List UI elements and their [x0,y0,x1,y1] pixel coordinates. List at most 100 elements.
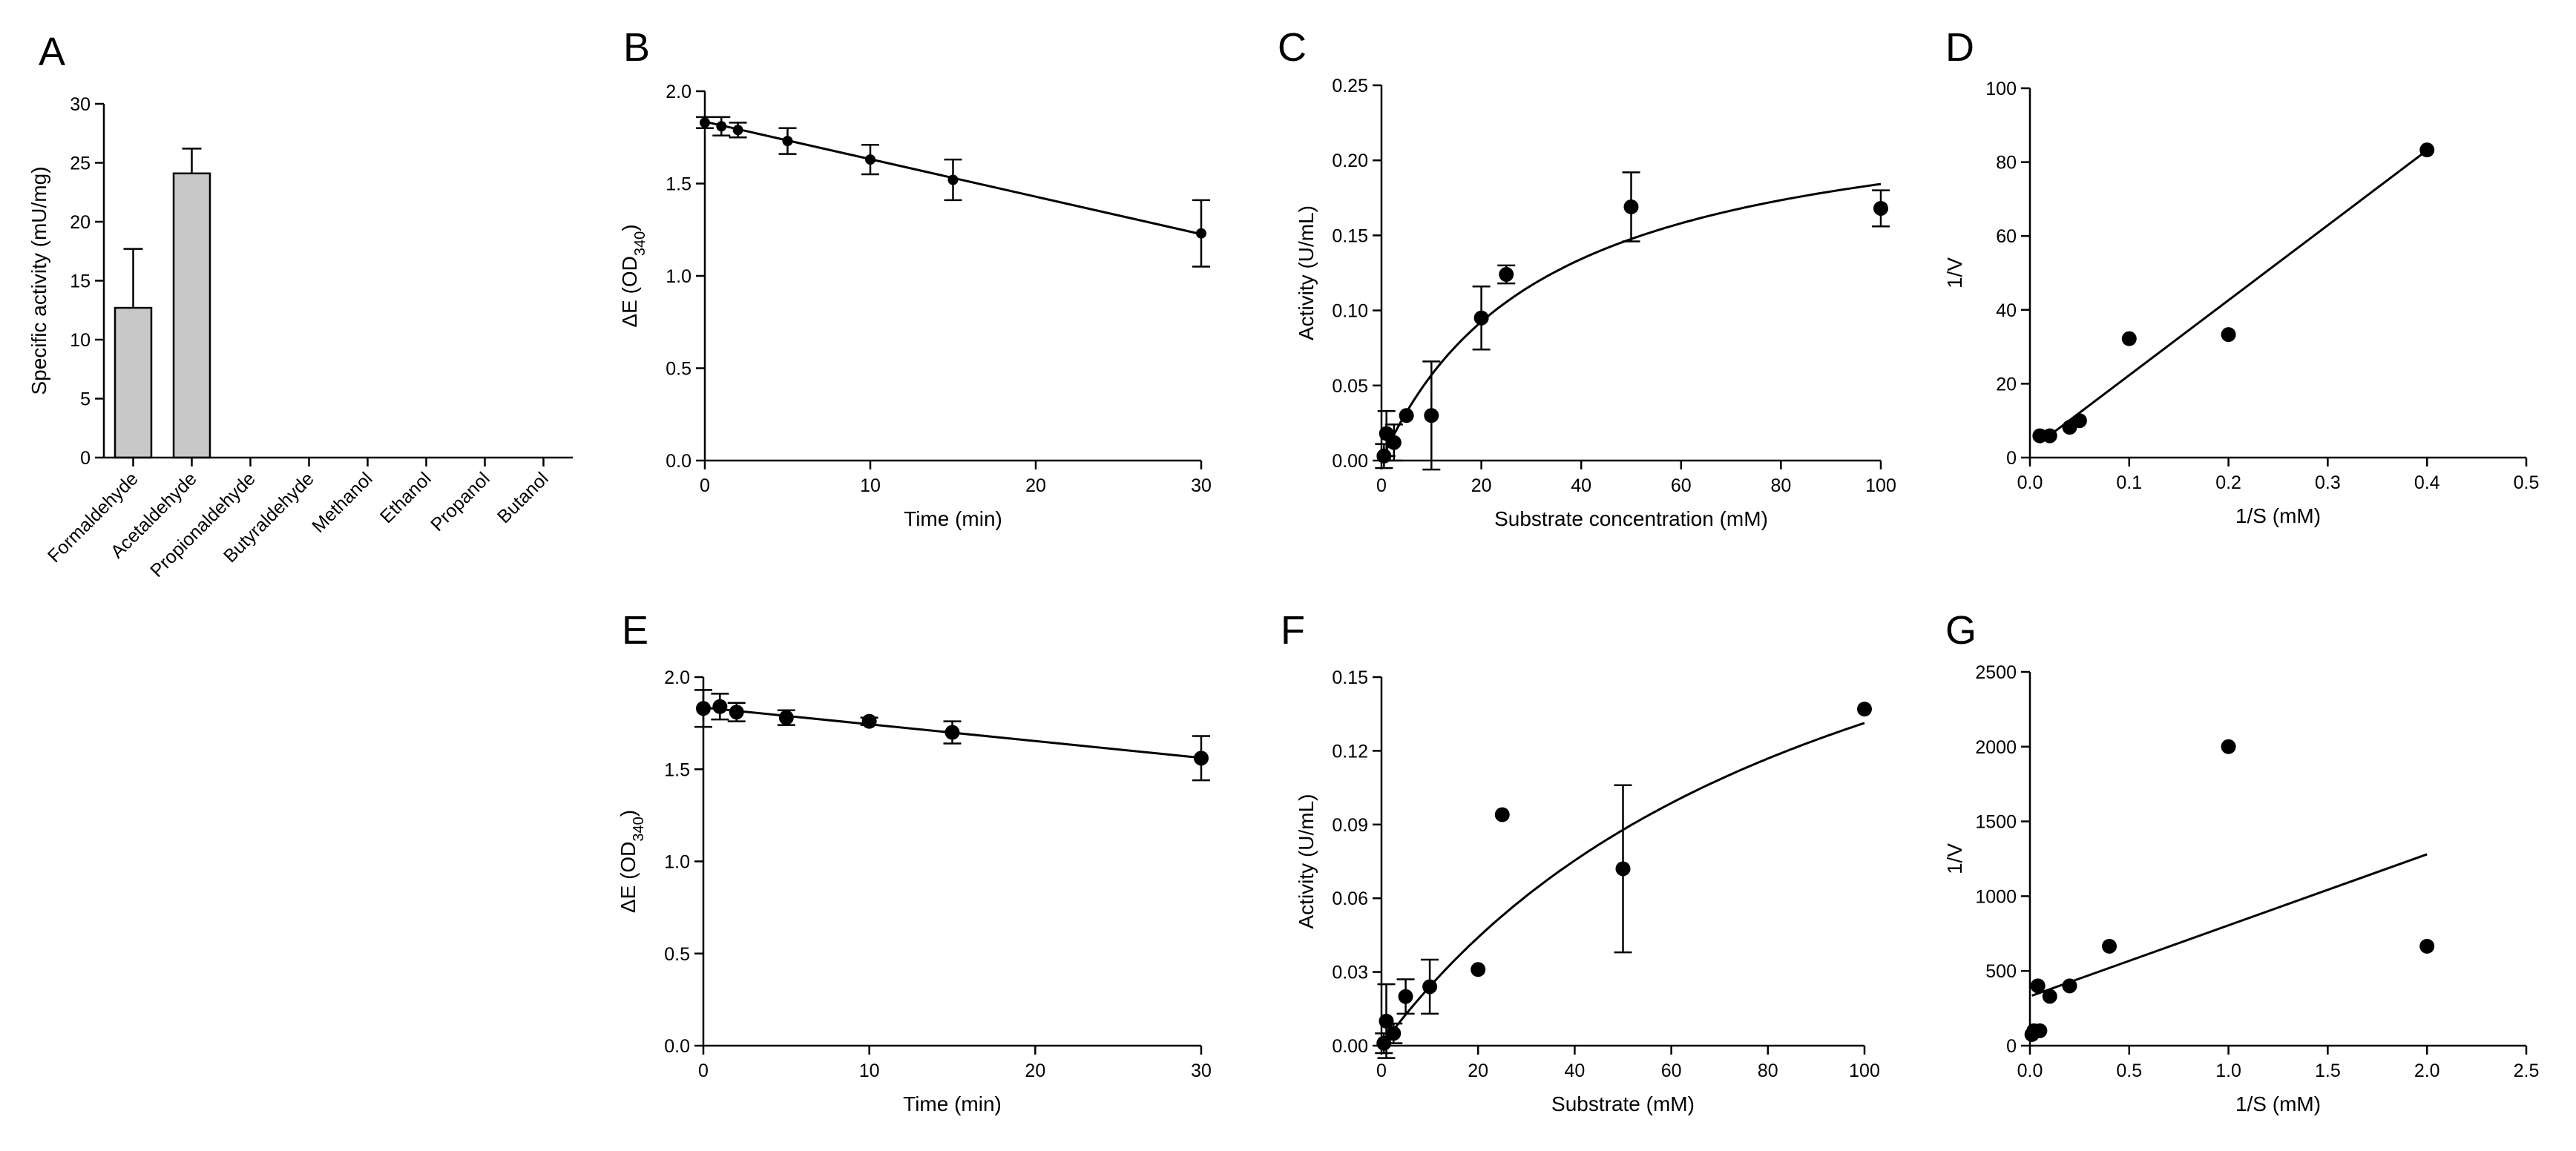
x-tick-label: 100 [1865,475,1896,496]
y-axis-label: Activity (U/mL) [1295,205,1318,340]
data-point [2071,413,2087,429]
x-axis-label: Time (min) [904,507,1002,530]
x-tick-label: 20 [1468,1061,1488,1081]
x-axis-label: Time (min) [903,1092,1002,1115]
x-tick-label: 80 [1770,475,1791,496]
fit-curve [2039,149,2428,444]
x-tick-label: 40 [1564,1061,1585,1081]
y-axis-label-end: ) [618,224,641,231]
data-point [1398,989,1413,1004]
y-tick-label: 0.00 [1332,451,1368,472]
y-tick-label: 10 [70,330,91,351]
data-point [782,136,793,147]
x-tick-label: 0.2 [2215,472,2241,493]
y-axis-label: 1/V [1943,843,1966,874]
data-point [1494,807,1510,822]
y-tick-label: 0 [2006,448,2017,469]
panel-g: G 0 500 1000 1500 2000 2500 0.0 0.5 1.0 1.5 2.0 2.5 1… [1943,608,2539,1115]
y-axis-label: Activity (U/mL) [1295,794,1318,929]
x-tick-label: 30 [1191,1061,1212,1081]
y-tick-label: 0.12 [1332,741,1368,762]
y-axis-label: ΔE (OD340) [618,224,648,327]
x-tick-label: 0 [1376,475,1387,496]
y-tick-label: 0.10 [1332,301,1368,322]
x-tick-label: 10 [859,1061,880,1081]
x-tick-label: 0.5 [2116,1061,2142,1081]
data-point [1196,228,1206,239]
data-point [712,699,728,714]
x-tick-label: 20 [1471,475,1492,496]
y-tick-label: 2.0 [666,82,691,102]
data-point [1615,861,1631,877]
x-tick-label: 0.3 [2315,472,2341,493]
x-tick-label: 0.0 [2017,1061,2043,1081]
x-tick-label: 1.5 [2315,1061,2341,1081]
data-point [1499,267,1514,283]
y-tick-label: 0 [2006,1036,2017,1057]
x-tick-label: 2.5 [2514,1061,2540,1081]
y-axis-label: Specific activity (mU/mg) [27,166,50,395]
x-tick-label: Butanol [493,468,553,527]
panel-letter: C [1278,25,1307,70]
x-tick-label: 80 [1758,1061,1778,1081]
data-point [1194,751,1209,766]
data-point [2221,327,2236,343]
data-point [1376,1035,1392,1051]
y-tick-label: 0.25 [1332,76,1368,96]
bar [172,172,211,459]
panel-d: D 0 20 40 60 80 100 0.0 0.1 0.2 0.3 0.4 0.5 1/S (mM) 1… [1943,25,2539,527]
data-point [2419,938,2435,954]
x-tick-label: 0.5 [2514,472,2540,493]
x-tick-label: 30 [1191,475,1212,496]
data-point [1623,199,1639,214]
y-tick-label: 25 [70,154,91,174]
data-point [2221,739,2236,754]
panel-b: B 0.0 0.5 1.0 1.5 2.0 0 10 20 30 Time (min) ΔE (OD3… [618,25,1212,530]
y-axis-label-subscript: 340 [632,231,648,256]
y-axis-label-main: ΔE (OD [618,256,641,327]
x-tick-label: 60 [1671,475,1692,496]
x-tick-label: Methanol [308,468,377,537]
y-tick-label: 1.5 [664,759,690,780]
x-tick-label: 0 [1376,1061,1387,1081]
panel-e: E 0.0 0.5 1.0 1.5 2.0 0 10 20 30 Time (min) ΔE (OD3… [617,608,1212,1115]
y-tick-label: 0.15 [1332,667,1368,688]
data-point [1873,200,1888,216]
y-tick-label: 0.0 [666,451,691,472]
x-tick-label: Ethanol [376,468,436,527]
panel-f: F 0.00 0.03 0.06 0.09 0.12 0.15 0 20 40 60 80 100 Sub… [1281,608,1880,1115]
y-tick-label: 0.5 [664,944,690,965]
x-tick-label: 10 [860,475,881,496]
data-point [2121,331,2137,346]
y-tick-label: 1500 [1975,812,2017,833]
data-point [1386,435,1402,450]
data-point [1471,962,1486,977]
y-tick-label: 0.20 [1332,151,1368,171]
y-tick-label: 0.05 [1332,376,1368,397]
x-tick-label: 2.0 [2414,1061,2440,1081]
panel-letter: A [39,30,65,74]
data-point [1857,702,1872,717]
data-point [2042,428,2057,443]
y-tick-label: 0.15 [1332,225,1368,246]
panel-a: A051015202530FormaldehydeAcetaldehydePro… [27,30,573,581]
y-tick-label: 80 [1996,153,2017,174]
y-tick-label: 60 [1996,226,2017,247]
panel-letter: E [622,608,648,653]
x-tick-label: 1.0 [2215,1061,2241,1081]
x-tick-label: Propanol [427,468,494,535]
x-tick-label: 0.0 [2017,472,2043,493]
y-tick-label: 0 [80,448,91,469]
data-point [1424,408,1439,423]
y-tick-label: 2.0 [664,667,690,688]
x-tick-label: Propionaldehyde [146,468,259,581]
data-point [716,121,727,132]
y-tick-label: 2500 [1975,662,2017,683]
y-tick-label: 40 [1996,300,2017,321]
x-tick-label: 20 [1025,475,1046,496]
fit-curve [2031,853,2428,997]
y-axis-label-end: ) [617,810,640,817]
x-axis-label: Substrate (mM) [1551,1092,1695,1115]
x-tick-label: 40 [1571,475,1591,496]
